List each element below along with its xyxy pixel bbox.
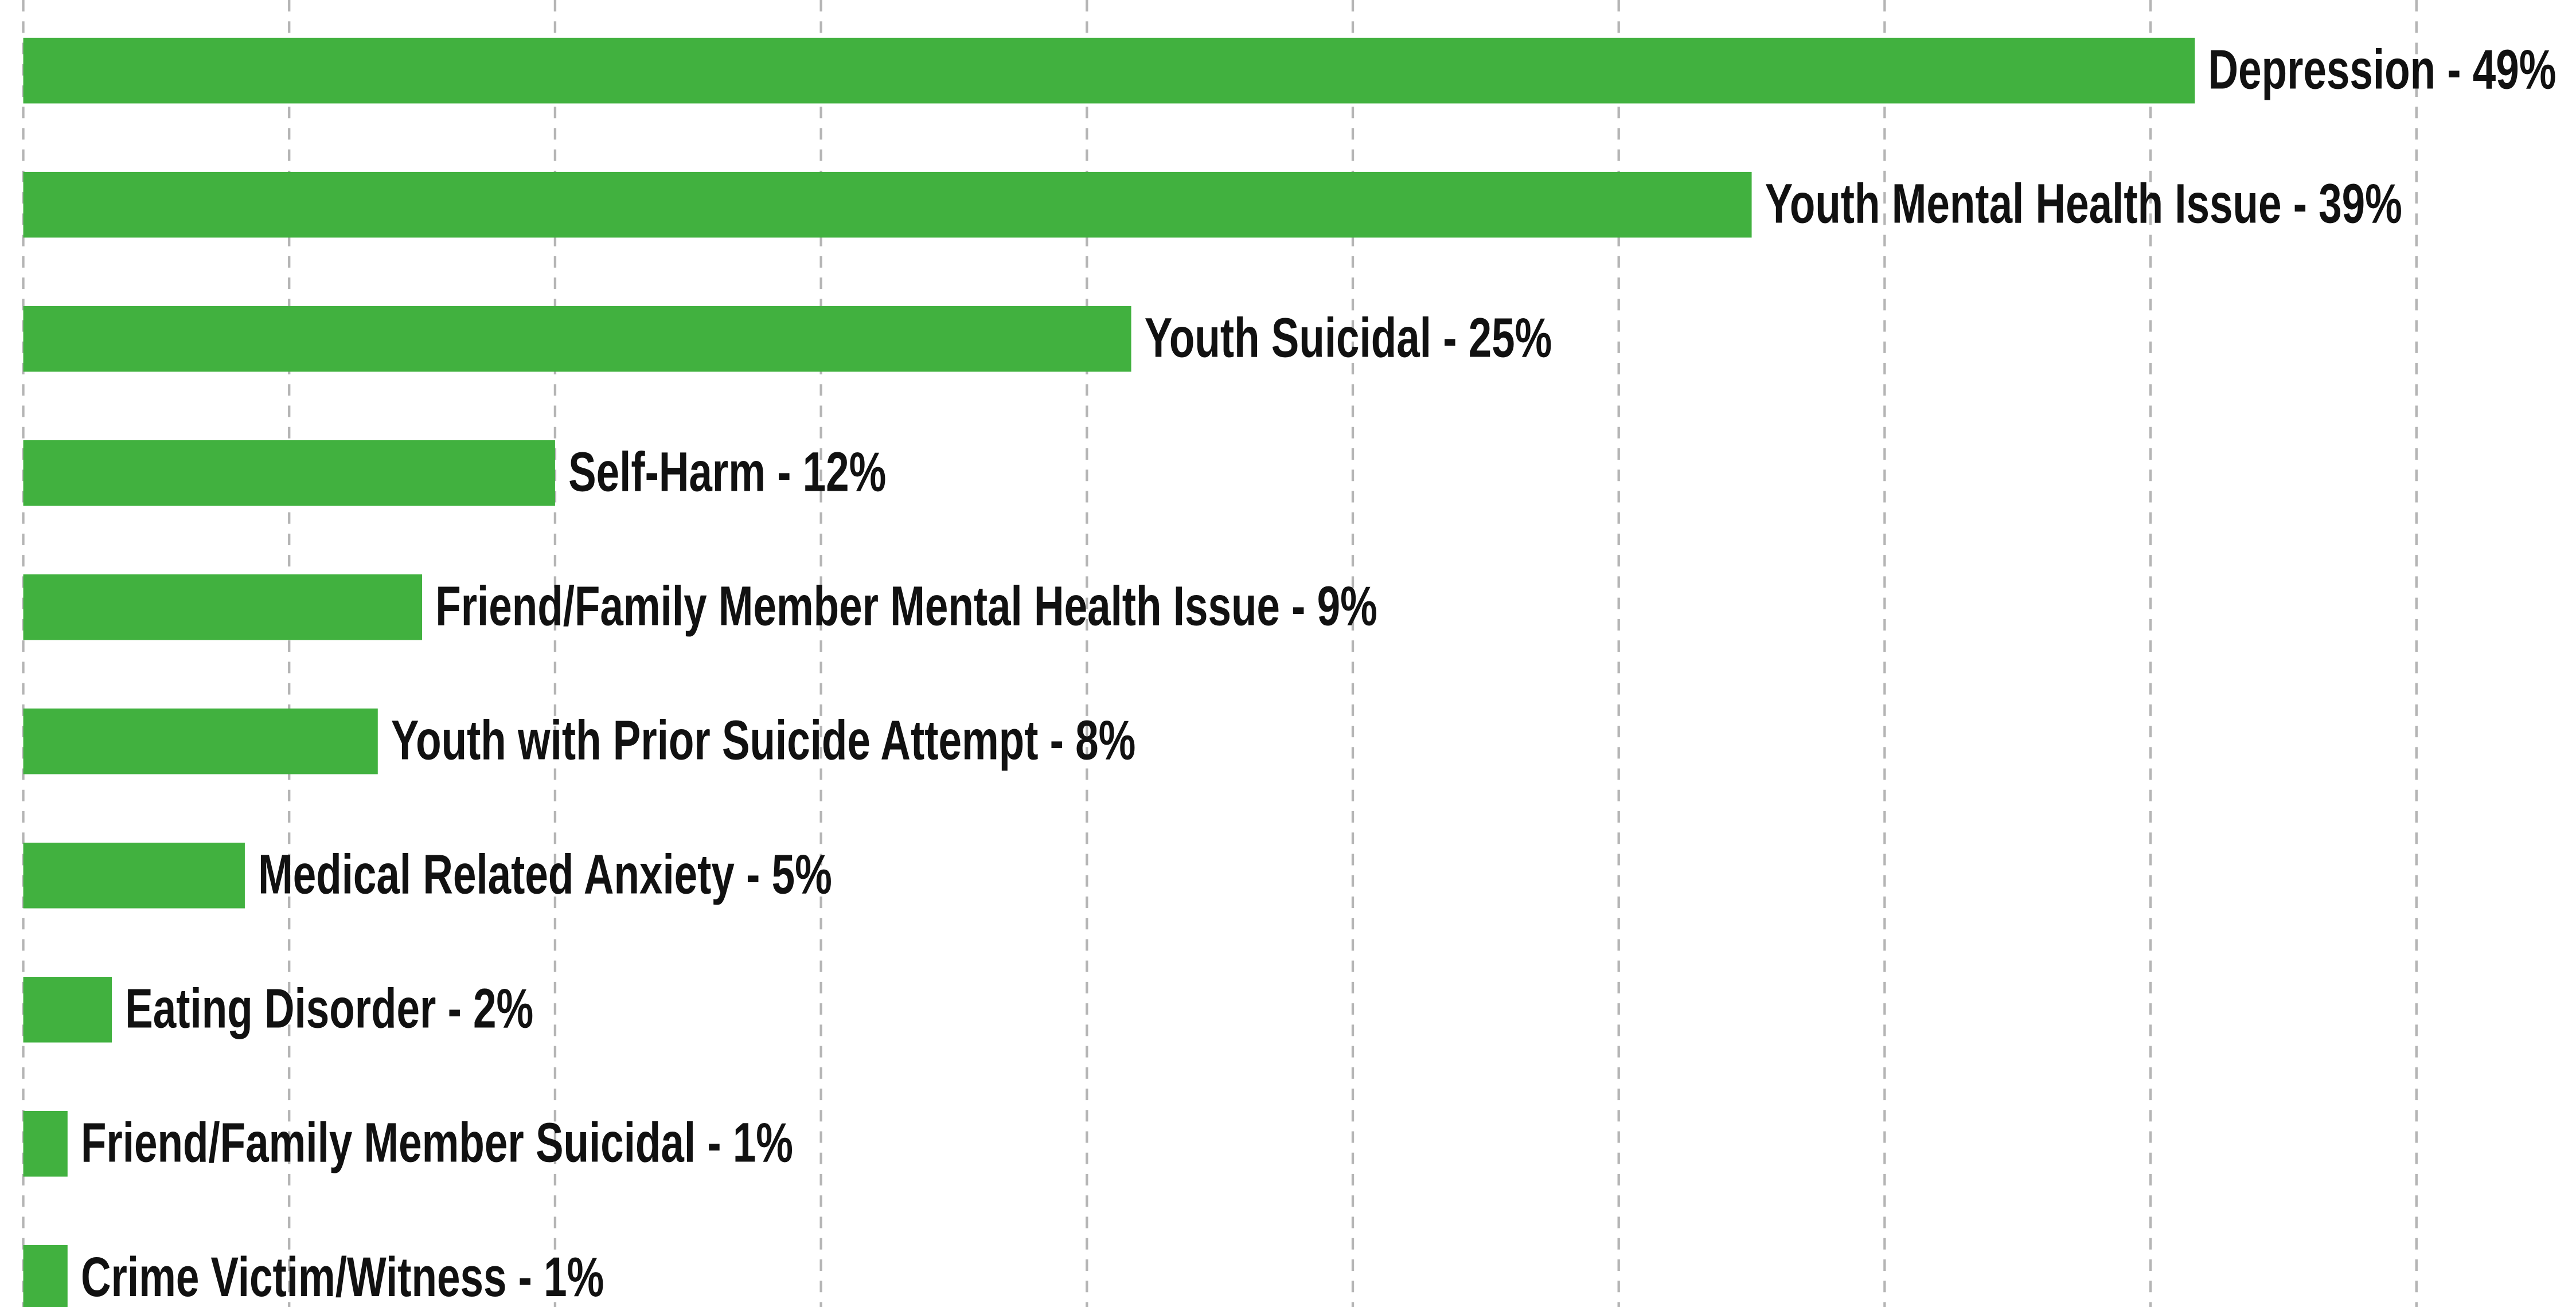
bar-label: Eating Disorder - 2% [125,978,533,1040]
bar [23,708,378,774]
bar-label: Youth Suicidal - 25% [1145,307,1552,369]
bar-label: Youth Mental Health Issue - 39% [1765,173,2402,235]
bar [23,1110,68,1177]
bar-label: Crime Victim/Witness - 1% [81,1246,604,1307]
bar [23,1245,68,1307]
bar [23,842,245,909]
bar [23,37,2195,104]
bar-label: Youth with Prior Suicide Attempt - 8% [391,709,1135,772]
bar-label: Self-Harm - 12% [568,441,886,503]
bar [23,171,1752,238]
bar-label: Medical Related Anxiety - 5% [258,844,832,906]
bar-label: Friend/Family Member Suicidal - 1% [81,1112,793,1175]
bar [23,306,1131,372]
bar-label: Depression - 49% [2208,38,2557,101]
bar-label: Friend/Family Member Mental Health Issue… [435,575,1377,637]
bar [23,574,423,640]
bar [23,440,555,506]
bar [23,976,112,1043]
